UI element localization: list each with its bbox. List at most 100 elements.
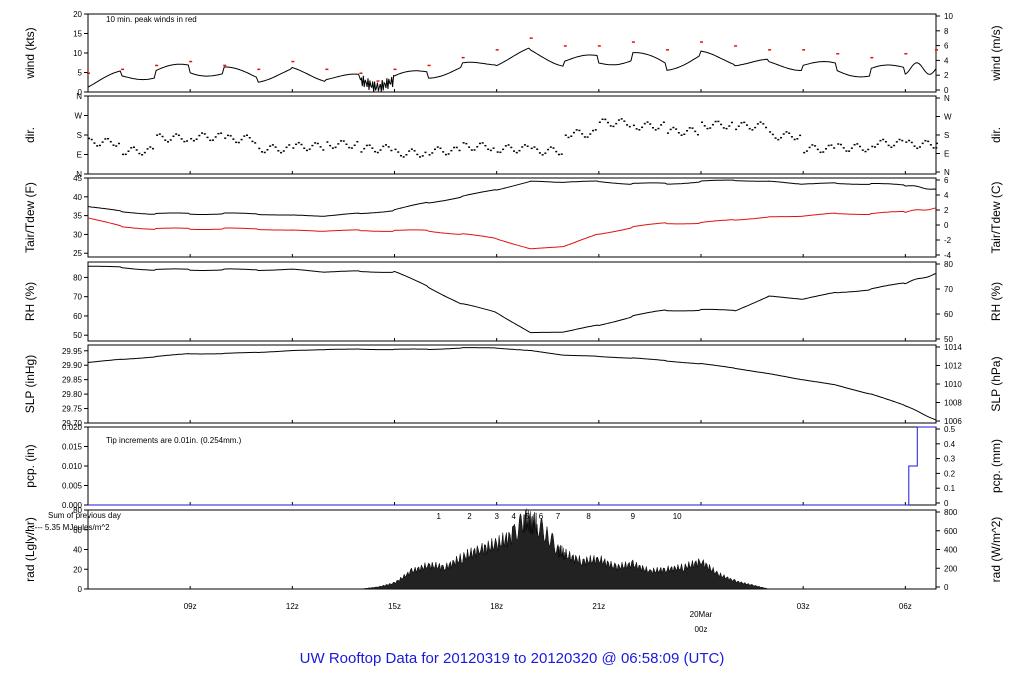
radiation-marker: 1 [437, 512, 442, 521]
wind-direction-point [583, 136, 586, 138]
wind-direction-point [326, 141, 329, 143]
wind-direction-point [371, 147, 374, 149]
wind-direction-point [790, 136, 793, 138]
wind-direction-point [557, 153, 560, 156]
wind-direction-point [601, 118, 604, 120]
wind-direction-point [109, 140, 112, 143]
wind-direction-point [492, 147, 495, 149]
wind-direction-point [314, 142, 317, 144]
wind-direction-point [845, 150, 848, 152]
wind-direction-point [898, 138, 901, 141]
wind-direction-point [714, 120, 717, 123]
wind-direction-point [431, 152, 434, 154]
wind-direction-point [271, 144, 274, 146]
wind-direction-point [759, 121, 762, 123]
wind-direction-point [507, 144, 510, 146]
y-tick-label-left: 20 [73, 565, 82, 574]
wind-peak-mark [700, 41, 704, 43]
wind-direction-point [455, 146, 458, 149]
wind-direction-point [379, 149, 382, 151]
y-tick-label-left: 5 [78, 69, 83, 78]
wind-direction-point [98, 144, 101, 147]
wind-direction-point [754, 126, 757, 129]
wind-direction-point [879, 139, 882, 142]
wind-direction-point [502, 148, 505, 151]
wind-direction-point [782, 133, 785, 135]
wind-direction-point [837, 143, 840, 145]
wind-direction-point [350, 147, 353, 149]
wind-direction-point [329, 144, 332, 147]
wind-direction-point [796, 138, 799, 140]
wind-peak-mark [836, 53, 840, 55]
wind-direction-point [686, 129, 689, 132]
y-tick-label-left: 0 [78, 585, 83, 594]
wind-direction-point [541, 154, 544, 156]
wind-direction-point [484, 144, 487, 147]
wind-direction-point [220, 132, 223, 134]
wind-direction-point [564, 134, 567, 136]
wind-direction-point [929, 144, 932, 146]
wind-direction-point [295, 143, 298, 146]
wind-peak-mark [935, 49, 938, 51]
wind-direction-point [224, 137, 227, 139]
wind-direction-point [356, 140, 359, 143]
wind-peak-mark [529, 37, 533, 39]
wind-direction-point [453, 146, 456, 149]
wind-direction-point [345, 143, 348, 146]
wind-direction-point [850, 147, 853, 149]
wind-peak-mark [291, 60, 295, 63]
wind-direction-point [833, 147, 836, 149]
wind-direction-point [533, 146, 536, 148]
wind-direction-point [308, 148, 311, 150]
wind-direction-point [419, 156, 422, 158]
y-axis-label-right: Tair/Tdew (C) [989, 181, 1003, 253]
wind-direction-point [138, 152, 141, 155]
wind-direction-point [468, 146, 471, 148]
wind-annotation: 10 min. peak winds in red [106, 15, 197, 24]
y-tick-label-left: 29.95 [62, 347, 83, 356]
y-tick-label-right: 0 [944, 86, 949, 95]
y-tick-label-left: 20 [73, 10, 82, 19]
wind-direction-point [384, 144, 387, 146]
wind-direction-point [819, 151, 822, 154]
wind-peak-mark [87, 72, 90, 74]
wind-direction-point [297, 141, 300, 144]
wind-direction-point [374, 150, 377, 153]
y-tick-label-right: 1010 [944, 380, 962, 389]
y-axis-label-right: RH (%) [989, 282, 1003, 321]
x-tick-label: 18z [490, 602, 503, 611]
wind-direction-point [444, 153, 447, 156]
y-tick-label-left: 30 [73, 230, 82, 239]
wind-peak-mark [155, 64, 159, 67]
wind-direction-point [190, 137, 193, 140]
wind-direction-point [240, 138, 243, 141]
wind-direction-point [117, 142, 120, 145]
wind-direction-point [908, 139, 911, 142]
wind-direction-point [269, 145, 272, 147]
wind-direction-point [848, 150, 851, 152]
y-tick-label-right: 70 [944, 285, 953, 294]
wind-direction-point [496, 151, 499, 153]
y-axis-label-left: dir. [23, 127, 37, 143]
wind-direction-point [725, 127, 728, 130]
wind-direction-point [416, 153, 419, 156]
wind-direction-point [135, 149, 138, 151]
y-axis-label-left: RH (%) [23, 282, 37, 321]
wind-direction-point [544, 152, 547, 154]
y-axis-label-right: wind (m/s) [989, 25, 1003, 81]
wind-direction-point [842, 147, 845, 149]
y-axis-label-left: pcp. (in) [23, 444, 37, 487]
wind-direction-point [226, 134, 229, 137]
y-axis-label-right: dir. [989, 127, 1003, 143]
wind-direction-point [394, 148, 397, 151]
wind-direction-point [282, 150, 285, 152]
y-tick-label-left: 0.000 [62, 501, 83, 510]
wind-direction-point [649, 123, 652, 125]
wind-direction-point [859, 145, 862, 148]
wind-direction-point [513, 150, 516, 152]
wind-direction-point [521, 146, 524, 148]
wind-direction-point [589, 133, 592, 135]
y-tick-label-right: N [944, 94, 950, 103]
wind-direction-point [575, 129, 578, 131]
wind-direction-point [243, 135, 246, 137]
